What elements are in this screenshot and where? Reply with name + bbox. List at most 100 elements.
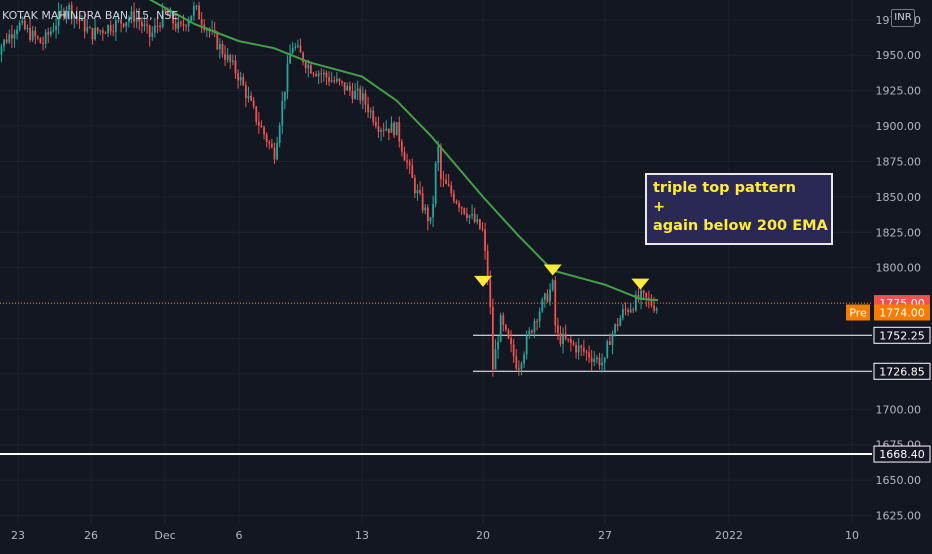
premarket-price-label: 1774.00: [879, 306, 925, 319]
candle-body: [138, 17, 141, 22]
time-tick-label: 10: [845, 529, 859, 542]
candle-body: [359, 88, 362, 101]
candle-body: [190, 15, 193, 21]
time-tick-label: Dec: [154, 529, 175, 542]
candle-body: [567, 338, 570, 340]
candle-body: [36, 36, 39, 39]
level-price-label: 1668.40: [879, 448, 925, 461]
candle-body: [458, 203, 460, 208]
top-marker-triangle: [631, 278, 650, 290]
candle-body: [538, 311, 541, 322]
candle-body: [23, 20, 26, 30]
candle-body: [424, 207, 427, 211]
annotation-box[interactable]: triple top pattern + again below 200 EMA: [645, 173, 833, 245]
candle-body: [356, 88, 359, 91]
candle-body: [39, 38, 42, 44]
candle-body: [221, 44, 224, 55]
candle-body: [174, 23, 177, 29]
level-price-tag: [873, 445, 931, 463]
horizontal-levels[interactable]: [0, 302, 872, 456]
candle-body: [151, 32, 154, 37]
candle-body: [130, 11, 133, 20]
candle-body: [374, 121, 377, 127]
candle-body: [465, 213, 468, 218]
candle-body: [148, 25, 151, 37]
candle-body: [328, 77, 330, 82]
candle-body: [372, 110, 375, 122]
candle-body: [377, 126, 380, 132]
candle-body: [481, 228, 484, 230]
candle-body: [200, 19, 203, 25]
candle-body: [517, 368, 520, 370]
time-tick-label: 26: [84, 529, 98, 542]
time-tick-label: 27: [598, 529, 612, 542]
candle-body: [411, 165, 414, 178]
candle-body: [164, 9, 167, 11]
candle-body: [614, 324, 616, 334]
candle-body: [283, 91, 286, 101]
time-tick-label: 20: [476, 529, 490, 542]
candle-body: [94, 27, 96, 40]
candle-body: [120, 19, 122, 24]
candle-body: [244, 85, 247, 99]
candle-body: [31, 30, 34, 40]
candle-body: [309, 64, 312, 74]
ema-line: [148, 0, 659, 302]
time-axis[interactable]: 23 26 Dec 6 13 20 27 2022 10: [11, 529, 859, 542]
candle-body: [47, 32, 50, 35]
candle-body: [0, 46, 3, 55]
candle-body: [354, 90, 356, 99]
candle-body: [455, 201, 458, 204]
candle-body: [473, 213, 476, 222]
candle-body: [494, 349, 497, 370]
candle-body: [575, 344, 577, 353]
candle-body: [502, 315, 505, 325]
candle-body: [218, 44, 221, 50]
candle-body: [265, 134, 268, 143]
time-tick-label: 2022: [715, 529, 743, 542]
candle-body: [611, 333, 614, 345]
candle-body: [78, 18, 81, 22]
candle-body: [255, 106, 258, 122]
candle-body: [653, 305, 655, 311]
price-tick-label: 1825.00: [876, 226, 922, 239]
candle-body: [231, 60, 234, 62]
candle-body: [135, 17, 138, 22]
candle-body: [367, 104, 369, 113]
candle-body: [447, 183, 450, 186]
candle-body: [299, 45, 302, 53]
premarket-tag-badge: [846, 304, 870, 321]
candle-body: [580, 345, 583, 348]
candle-body: [83, 17, 86, 32]
candle-body: [426, 207, 429, 222]
candle-body: [450, 185, 453, 194]
candle-body: [655, 308, 658, 311]
candle-body: [572, 343, 575, 345]
candle-body: [260, 125, 263, 128]
candle-body: [3, 39, 5, 47]
level-price-label: 1752.25: [879, 329, 925, 342]
candle-body: [57, 11, 60, 26]
candle-body: [608, 341, 611, 345]
symbol-title[interactable]: KOTAK MAHINDRA BAN, 15, NSE: [2, 9, 179, 22]
candle-body: [133, 11, 135, 22]
candle-body: [549, 289, 551, 302]
candle-body: [127, 19, 130, 23]
candle-body: [504, 324, 507, 330]
candle-body: [348, 85, 351, 91]
candle-body: [585, 351, 588, 353]
candle-body: [341, 81, 343, 83]
price-tick-label: 1850.00: [876, 191, 922, 204]
level-price-label: 1726.85: [879, 365, 925, 378]
candle-body: [187, 20, 190, 27]
currency-badge[interactable]: INR: [891, 9, 915, 27]
candle-body: [650, 299, 653, 306]
candle-body: [99, 30, 102, 32]
candle-body: [177, 22, 180, 29]
candle-body: [346, 85, 349, 91]
candle-body: [437, 146, 440, 164]
candle-body: [263, 127, 265, 135]
